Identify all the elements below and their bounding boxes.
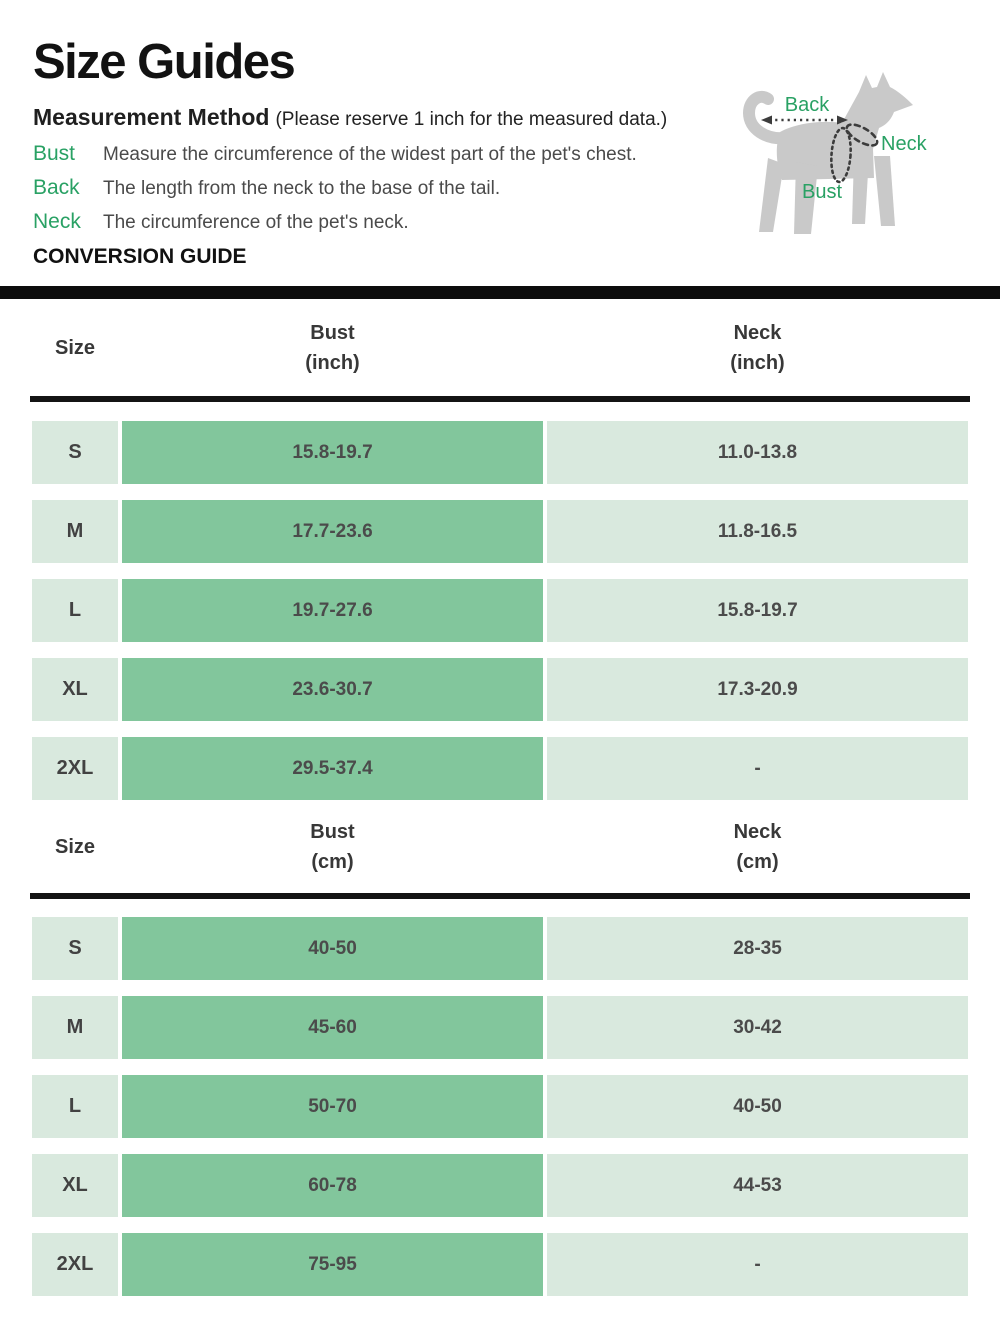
- column-header-bust-inch: Bust (inch): [305, 321, 360, 374]
- neck-cell: 17.3-20.9: [547, 658, 968, 721]
- definition-back: Back The length from the neck to the bas…: [33, 176, 637, 210]
- dog-measurement-diagram: Back Neck Bust: [738, 56, 968, 246]
- neck-cell: 44-53: [547, 1154, 968, 1217]
- definition-desc-back: The length from the neck to the base of …: [103, 178, 501, 199]
- column-header-size: Size: [54, 336, 96, 359]
- neck-cell: -: [547, 737, 968, 800]
- page-title: Size Guides: [33, 35, 296, 89]
- table-row: XL 60-78 44-53: [32, 1154, 968, 1217]
- definition-term-neck: Neck: [33, 210, 81, 233]
- diagram-neck-label: Neck: [881, 133, 928, 155]
- neck-cell: 28-35: [547, 917, 968, 980]
- size-cell: S: [32, 917, 118, 980]
- neck-cell: 30-42: [547, 996, 968, 1059]
- size-table-inch: Size Bust (inch) Neck (inch) S 15.8-19.7…: [0, 299, 1000, 816]
- column-header-size: Size: [54, 835, 96, 858]
- column-header-neck-inch: Neck (inch): [730, 321, 785, 374]
- neck-cell: 11.8-16.5: [547, 500, 968, 563]
- neck-cell: 40-50: [547, 1075, 968, 1138]
- neck-cell: 15.8-19.7: [547, 579, 968, 642]
- measurement-definitions: Bust Measure the circumference of the wi…: [33, 142, 637, 244]
- bust-cell: 60-78: [122, 1154, 543, 1217]
- neck-measure-ellipse: [845, 123, 879, 147]
- bust-cell: 23.6-30.7: [122, 658, 543, 721]
- bust-cell: 29.5-37.4: [122, 737, 543, 800]
- diagram-bust-label: Bust: [802, 181, 842, 203]
- conversion-guide-heading: CONVERSION GUIDE: [33, 245, 247, 268]
- definition-desc-bust: Measure the circumference of the widest …: [103, 144, 637, 165]
- table-row: M 45-60 30-42: [32, 996, 968, 1059]
- table-row: S 40-50 28-35: [32, 917, 968, 980]
- diagram-back-label: Back: [785, 94, 830, 116]
- back-measure-arrow: [761, 115, 848, 125]
- size-cell: XL: [32, 658, 118, 721]
- measurement-method-heading: Measurement Method: [33, 104, 270, 130]
- table-row: 2XL 75-95 -: [32, 1233, 968, 1296]
- bust-cell: 40-50: [122, 917, 543, 980]
- dog-silhouette-illustration: Back Neck Bust: [742, 72, 928, 234]
- bust-cell: 50-70: [122, 1075, 543, 1138]
- measurement-method-line: Measurement Method (Please reserve 1 inch…: [33, 104, 667, 131]
- definition-desc-neck: The circumference of the pet's neck.: [103, 212, 409, 233]
- bust-cell: 19.7-27.6: [122, 579, 543, 642]
- neck-cell: 11.0-13.8: [547, 421, 968, 484]
- column-header-neck-cm: Neck (cm): [733, 820, 782, 873]
- bust-cell: 75-95: [122, 1233, 543, 1296]
- size-cell: S: [32, 421, 118, 484]
- bust-cell: 45-60: [122, 996, 543, 1059]
- size-table-cm: Size Bust (cm) Neck (cm) S 40-50 28-35 M…: [0, 800, 1000, 1312]
- table-row: L 50-70 40-50: [32, 1075, 968, 1138]
- definition-bust: Bust Measure the circumference of the wi…: [33, 142, 637, 176]
- size-cell: M: [32, 500, 118, 563]
- measurement-method-note: (Please reserve 1 inch for the measured …: [275, 109, 668, 130]
- table-row: S 15.8-19.7 11.0-13.8: [32, 421, 968, 484]
- bust-cell: 15.8-19.7: [122, 421, 543, 484]
- bust-cell: 17.7-23.6: [122, 500, 543, 563]
- size-cell: L: [32, 579, 118, 642]
- table-header-cm: Size Bust (cm) Neck (cm): [32, 800, 968, 893]
- definition-term-back: Back: [33, 176, 80, 199]
- size-cell: 2XL: [32, 1233, 118, 1296]
- top-divider-bar: [0, 286, 1000, 299]
- table-rows-inch: S 15.8-19.7 11.0-13.8 M 17.7-23.6 11.8-1…: [0, 402, 1000, 800]
- table-row: M 17.7-23.6 11.8-16.5: [32, 500, 968, 563]
- size-cell: L: [32, 1075, 118, 1138]
- bust-measure-ellipse: [830, 126, 852, 184]
- table-row: L 19.7-27.6 15.8-19.7: [32, 579, 968, 642]
- table-row: 2XL 29.5-37.4 -: [32, 737, 968, 800]
- header-rule-inch: [30, 396, 970, 402]
- table-rows-cm: S 40-50 28-35 M 45-60 30-42 L 50-70 40-5…: [0, 899, 1000, 1296]
- column-header-bust-cm: Bust (cm): [310, 820, 355, 873]
- neck-cell: -: [547, 1233, 968, 1296]
- size-cell: M: [32, 996, 118, 1059]
- table-header-inch: Size Bust (inch) Neck (inch): [32, 299, 968, 396]
- header-rule-cm: [30, 893, 970, 899]
- size-cell: XL: [32, 1154, 118, 1217]
- definition-term-bust: Bust: [33, 142, 76, 165]
- definition-neck: Neck The circumference of the pet's neck…: [33, 210, 637, 244]
- size-cell: 2XL: [32, 737, 118, 800]
- table-row: XL 23.6-30.7 17.3-20.9: [32, 658, 968, 721]
